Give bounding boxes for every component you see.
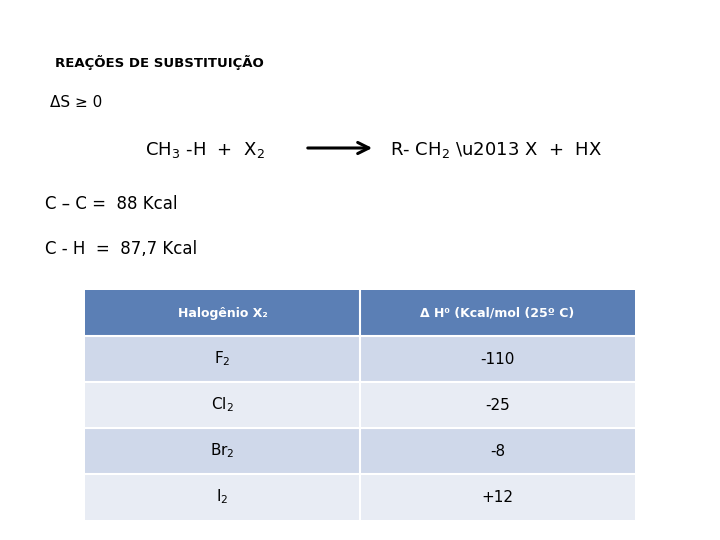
Text: $\mathregular{CH_3}$ -H  +  $\mathregular{X_2}$: $\mathregular{CH_3}$ -H + $\mathregular{… xyxy=(145,140,265,160)
Bar xyxy=(85,290,635,336)
Text: Δ H⁰ (Kcal/mol (25º C): Δ H⁰ (Kcal/mol (25º C) xyxy=(420,307,575,320)
Text: C - H  =  87,7 Kcal: C - H = 87,7 Kcal xyxy=(45,240,197,258)
Text: $\mathregular{F_2}$: $\mathregular{F_2}$ xyxy=(214,350,231,368)
Text: Halogênio X₂: Halogênio X₂ xyxy=(178,307,267,320)
Text: C – C =  88 Kcal: C – C = 88 Kcal xyxy=(45,195,178,213)
Bar xyxy=(85,474,635,520)
Bar xyxy=(85,336,635,382)
Text: $\mathregular{Cl_2}$: $\mathregular{Cl_2}$ xyxy=(211,396,234,414)
Bar xyxy=(85,428,635,474)
Bar xyxy=(85,382,635,428)
Text: ΔS ≥ 0: ΔS ≥ 0 xyxy=(50,95,102,110)
Text: +12: +12 xyxy=(482,489,513,504)
Text: -8: -8 xyxy=(490,443,505,458)
Text: -110: -110 xyxy=(480,352,515,367)
Text: $\mathregular{Br_2}$: $\mathregular{Br_2}$ xyxy=(210,442,235,460)
Text: $\mathregular{I_2}$: $\mathregular{I_2}$ xyxy=(216,488,229,507)
Text: REAÇÕES DE SUBSTITUIÇÃO: REAÇÕES DE SUBSTITUIÇÃO xyxy=(55,55,264,70)
Text: -25: -25 xyxy=(485,397,510,413)
Text: R- $\mathregular{CH_2}$ \u2013 X  +  HX: R- $\mathregular{CH_2}$ \u2013 X + HX xyxy=(390,140,602,160)
